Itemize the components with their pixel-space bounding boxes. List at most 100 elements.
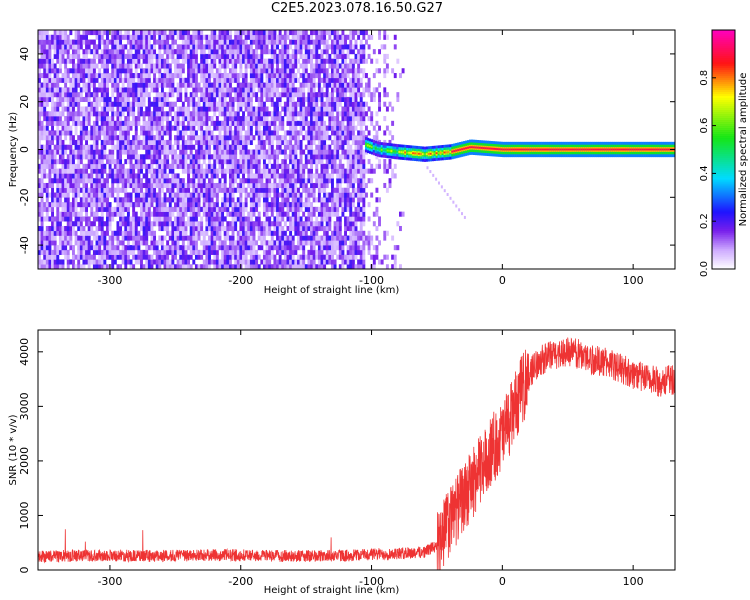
heatmap-cell [344, 235, 347, 241]
heatmap-cell [234, 221, 238, 227]
heatmap-cell [286, 116, 290, 122]
heatmap-cell [307, 125, 311, 131]
heatmap-cell [223, 77, 227, 83]
heatmap-cell [58, 240, 62, 246]
heatmap-cell [299, 39, 303, 45]
heatmap-cell [108, 202, 112, 208]
heatmap-cell [278, 245, 282, 251]
heatmap-cell [210, 101, 214, 107]
heatmap-cell [85, 53, 89, 59]
heatmap-cell [100, 264, 104, 270]
heatmap-cell [283, 82, 287, 88]
heatmap-cell [124, 106, 128, 112]
heatmap-cell [69, 211, 73, 217]
heatmap-cell [92, 139, 96, 146]
heatmap-cell [126, 225, 130, 232]
heatmap-cell [145, 202, 149, 208]
heatmap-cell [48, 130, 52, 136]
heatmap-cell [312, 259, 316, 265]
heatmap-cell [231, 254, 235, 260]
heatmap-cell [249, 49, 253, 55]
heatmap-cell [158, 249, 162, 255]
heatmap-cell [40, 221, 44, 227]
heatmap-cell [265, 116, 269, 122]
heatmap-cell [171, 168, 175, 174]
heatmap-cell [150, 63, 154, 69]
heatmap-cell [336, 63, 340, 69]
heatmap-cell [189, 206, 193, 212]
heatmap-cell [140, 154, 143, 160]
heatmap-cell [268, 144, 272, 150]
heatmap-cell [72, 254, 75, 260]
heatmap-cell [315, 68, 319, 74]
heatmap-cell [320, 130, 324, 136]
heatmap-cell [294, 58, 298, 64]
heatmap-cell [87, 154, 91, 160]
heatmap-cell [289, 111, 293, 117]
heatmap-cell [333, 34, 337, 40]
heatmap-cell [90, 182, 94, 189]
heatmap-cell [302, 163, 306, 169]
heatmap-cell [124, 53, 128, 59]
heatmap-cell [260, 259, 264, 265]
heatmap-cell [147, 139, 151, 146]
heatmap-cell [208, 68, 211, 74]
heatmap-cell [48, 182, 52, 189]
heatmap-cell [215, 87, 219, 93]
heatmap-cell [320, 120, 324, 126]
heatmap-cell [95, 120, 99, 126]
heatmap-cell [48, 82, 52, 88]
heatmap-cell [213, 235, 217, 241]
heatmap-cell [312, 192, 316, 198]
heatmap-cell [95, 111, 99, 117]
heatmap-cell [111, 206, 115, 212]
heatmap-cell [43, 173, 47, 179]
heatmap-cell [315, 225, 319, 232]
heatmap-cell [64, 87, 68, 93]
heatmap-cell [111, 173, 115, 179]
heatmap-cell [48, 92, 52, 98]
heatmap-cell [51, 221, 54, 227]
heatmap-cell [66, 254, 70, 260]
heatmap-cell [108, 96, 112, 102]
heatmap-cell [155, 149, 159, 155]
heatmap-cell [330, 92, 334, 98]
heatmap-cell [205, 154, 209, 160]
heatmap-cell [218, 106, 222, 112]
heatmap-cell [176, 192, 180, 198]
heatmap-cell [184, 96, 188, 102]
heatmap-cell [38, 96, 41, 102]
heatmap-cell [176, 159, 180, 165]
heatmap-cell [242, 82, 245, 88]
heatmap-cell [113, 168, 117, 174]
heatmap-cell [336, 206, 340, 212]
heatmap-cell [312, 235, 316, 241]
heatmap-cell [283, 44, 287, 50]
heatmap-cell [95, 225, 99, 232]
heatmap-cell [247, 264, 251, 270]
heatmap-cell [283, 149, 287, 155]
heatmap-cell [53, 130, 57, 136]
heatmap-cell [176, 154, 180, 160]
heatmap-cell [257, 39, 261, 45]
heatmap-cell [328, 111, 332, 117]
heatmap-cell [276, 130, 279, 136]
heatmap-cell [223, 264, 227, 270]
heatmap-cell [119, 197, 123, 203]
heatmap-cell [262, 230, 266, 236]
heatmap-cell [61, 249, 65, 255]
heatmap-cell [244, 187, 248, 193]
heatmap-cell [320, 139, 324, 146]
heatmap-cell [283, 77, 287, 83]
heatmap-cell [242, 87, 245, 93]
heatmap-cell [247, 163, 251, 169]
heatmap-cell [137, 106, 141, 112]
heatmap-cell [283, 53, 287, 59]
heatmap-cell [66, 197, 70, 203]
heatmap-cell [262, 249, 266, 255]
heatmap-cell [276, 168, 279, 174]
heatmap-cell [244, 159, 248, 165]
heatmap-cell [202, 53, 206, 59]
heatmap-cell [336, 192, 340, 198]
heatmap-cell [111, 68, 115, 74]
